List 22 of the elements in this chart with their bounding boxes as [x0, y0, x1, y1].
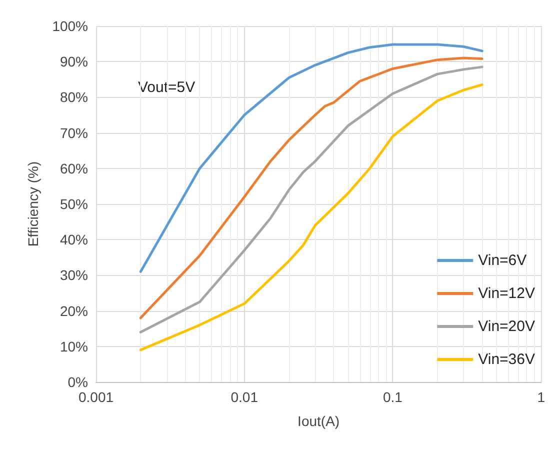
- x-tick-label: 1: [537, 389, 546, 405]
- legend-label: Vin=20V: [478, 318, 535, 335]
- x-axis-title: Iout(A): [298, 413, 340, 429]
- y-tick-label: 100%: [52, 18, 88, 34]
- y-tick-label: 40%: [60, 232, 88, 248]
- legend-label: Vin=12V: [478, 285, 535, 302]
- y-tick-label: 50%: [60, 196, 88, 212]
- legend-label: Vin=36V: [478, 351, 535, 368]
- y-tick-label: 60%: [60, 160, 88, 176]
- legend-label: Vin=6V: [478, 252, 527, 269]
- y-tick-label: 0%: [68, 374, 88, 390]
- annotation: Vout=5V: [138, 79, 196, 96]
- x-tick-label: 0.01: [230, 389, 258, 405]
- x-tick-label: 0.1: [383, 389, 403, 405]
- y-axis-title: Efficiency (%): [25, 161, 41, 247]
- x-tick-label: 0.001: [78, 389, 114, 405]
- y-tick-label: 70%: [60, 124, 88, 141]
- y-tick-label: 80%: [60, 89, 88, 106]
- y-tick-label: 10%: [60, 338, 88, 354]
- y-tick-label: 20%: [60, 302, 88, 319]
- y-tick-label: 90%: [60, 54, 88, 70]
- y-tick-label: 30%: [60, 267, 88, 284]
